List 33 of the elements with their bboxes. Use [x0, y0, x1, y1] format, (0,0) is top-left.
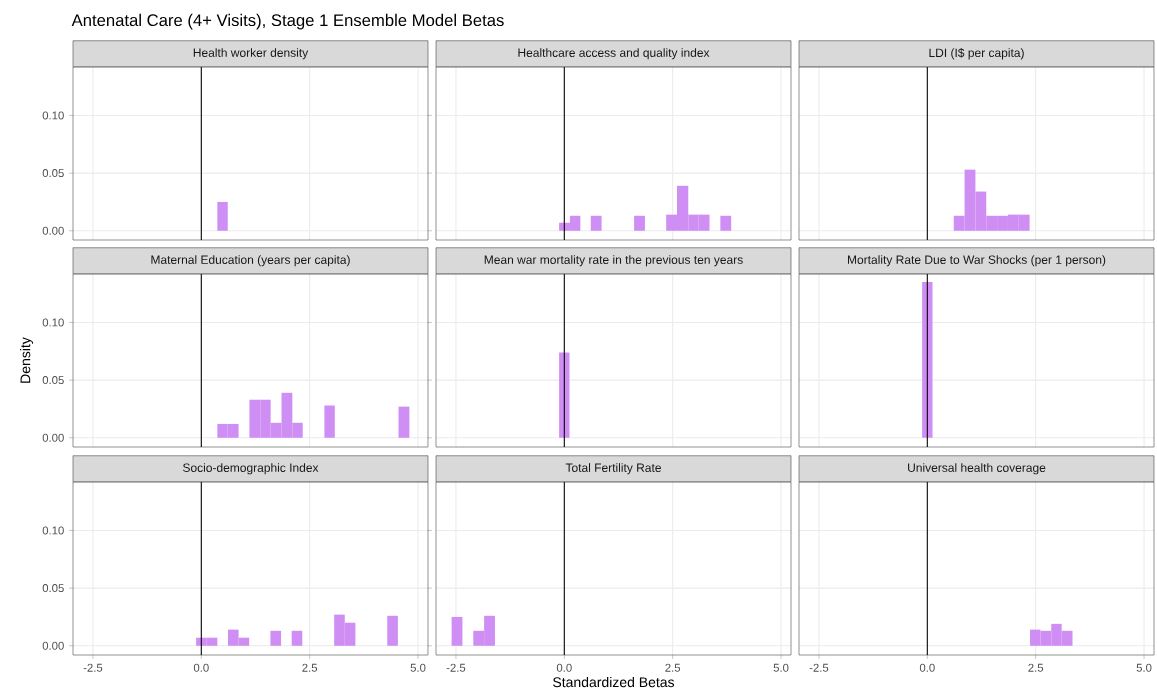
- x-tick-label: 2.5: [302, 663, 318, 672]
- x-tick-label: 2.5: [665, 663, 681, 672]
- y-tick-label: 0.10: [42, 526, 64, 535]
- y-tick-label: 0.05: [42, 169, 64, 178]
- chart-title: Socio-demographic Index: [183, 463, 319, 475]
- x-tick-label: 0.0: [193, 663, 209, 672]
- x-tick-label: -2.5: [446, 663, 466, 672]
- y-tick-label: 0.00: [42, 641, 64, 650]
- x-tick-label: -2.5: [83, 663, 103, 672]
- y-tick-label: 0.05: [42, 376, 64, 385]
- x-axis-title: Standardized Betas: [553, 676, 675, 688]
- y-tick-label: 0.00: [42, 433, 64, 442]
- y-tick-label: 0.10: [42, 111, 64, 120]
- x-tick-label: 5.0: [410, 663, 426, 672]
- chart-title: Total Fertility Rate: [565, 463, 661, 475]
- chart-title: Mean war mortality rate in the previous ten years: [484, 255, 743, 267]
- chart-title: Universal health coverage: [908, 463, 1046, 475]
- chart-title: Healthcare access and quality index: [518, 48, 710, 60]
- y-axis-title: Density: [20, 337, 34, 383]
- x-tick-label: 5.0: [1136, 663, 1152, 672]
- chart-title: LDI (I$ per capita): [929, 48, 1024, 60]
- x-tick-label: 0.0: [556, 663, 572, 672]
- x-tick-label: 5.0: [773, 663, 789, 672]
- x-tick-label: 2.5: [1028, 663, 1044, 672]
- y-tick-label: 0.00: [42, 226, 64, 235]
- chart-title: Mortality Rate Due to War Shocks (per 1 person): [848, 255, 1106, 267]
- y-tick-label: 0.10: [42, 318, 64, 327]
- x-tick-label: -2.5: [809, 663, 829, 672]
- chart-title: Health worker density: [193, 48, 309, 60]
- chart-title: Maternal Education (years per capita): [151, 255, 350, 267]
- text: Antenatal Care (4+ Visits), Stage 1 Ensemble Model Betas: [71, 13, 504, 30]
- y-tick-label: 0.05: [42, 584, 64, 593]
- x-tick-label: 0.0: [919, 663, 935, 672]
